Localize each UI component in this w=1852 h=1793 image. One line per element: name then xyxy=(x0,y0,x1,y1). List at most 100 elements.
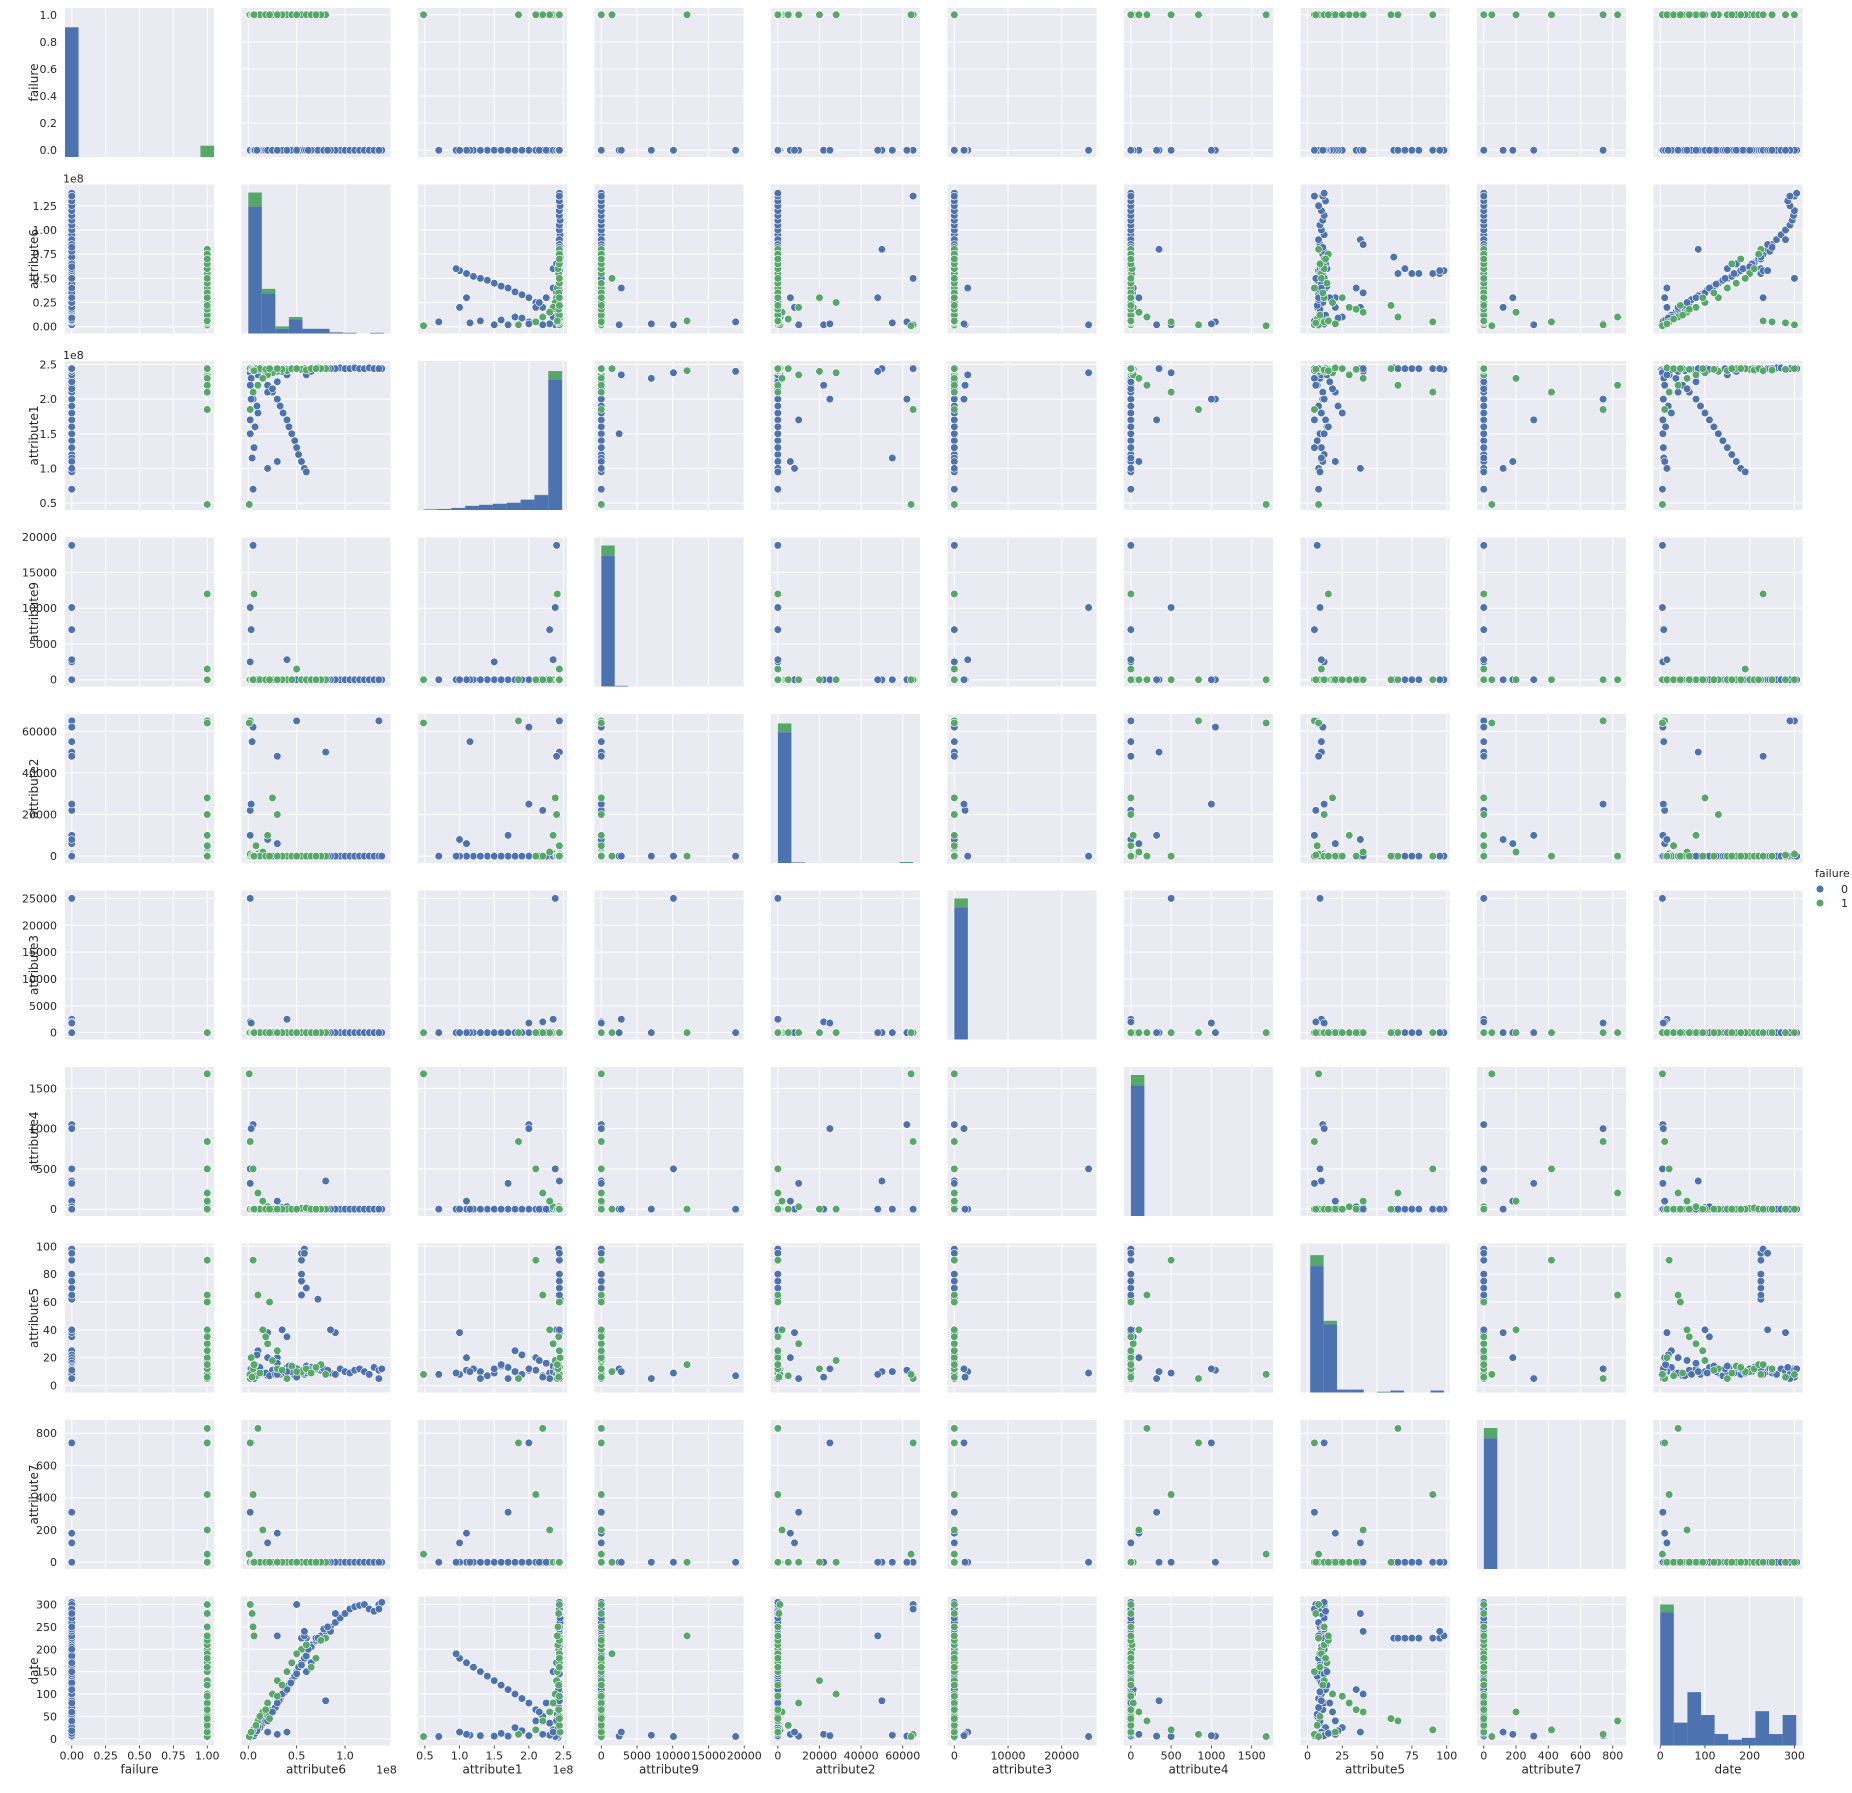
scatter-point-failure-0 xyxy=(1436,267,1444,275)
panel-attribute1-vs-attribute9 xyxy=(595,361,744,510)
scatter-point-failure-0 xyxy=(1320,189,1328,197)
scatter-point-failure-1 xyxy=(266,676,274,684)
scatter-point-failure-1 xyxy=(203,676,211,684)
scatter-point-failure-0 xyxy=(269,385,277,393)
scatter-point-failure-0 xyxy=(1710,423,1718,431)
scatter-point-failure-1 xyxy=(246,406,254,414)
scatter-point-failure-1 xyxy=(556,11,564,19)
scatter-point-failure-1 xyxy=(1663,320,1671,328)
scatter-point-failure-1 xyxy=(1325,11,1333,19)
scatter-point-failure-1 xyxy=(203,255,211,263)
scatter-point-failure-1 xyxy=(249,388,257,396)
scatter-point-failure-0 xyxy=(246,832,254,840)
scatter-point-failure-0 xyxy=(951,485,959,493)
scatter-point-failure-1 xyxy=(203,381,211,389)
scatter-point-failure-1 xyxy=(203,302,211,310)
scatter-point-failure-1 xyxy=(951,665,959,673)
scatter-point-failure-0 xyxy=(68,676,76,684)
scatter-point-failure-0 xyxy=(1208,146,1216,154)
hist-bar-failure-0 xyxy=(615,686,628,687)
scatter-point-failure-1 xyxy=(1759,367,1767,375)
scatter-point-failure-0 xyxy=(774,395,782,403)
scatter-point-failure-0 xyxy=(1764,267,1772,275)
scatter-point-failure-1 xyxy=(1728,260,1736,268)
scatter-point-failure-1 xyxy=(1661,406,1669,414)
scatter-point-failure-1 xyxy=(1127,275,1135,283)
panel-background xyxy=(948,361,1097,510)
hist-bar-failure-0 xyxy=(521,500,535,510)
scatter-point-failure-0 xyxy=(497,676,505,684)
scatter-point-failure-1 xyxy=(1319,289,1327,297)
scatter-point-failure-1 xyxy=(1782,319,1790,327)
scatter-point-failure-1 xyxy=(951,255,959,263)
scatter-point-failure-1 xyxy=(951,302,959,310)
scatter-point-failure-0 xyxy=(68,542,76,550)
scatter-point-failure-0 xyxy=(293,444,301,452)
scatter-point-failure-0 xyxy=(1768,146,1776,154)
scatter-point-failure-0 xyxy=(889,676,897,684)
scatter-point-failure-1 xyxy=(951,388,959,396)
scatter-point-failure-0 xyxy=(1311,626,1319,634)
scatter-point-failure-0 xyxy=(961,381,969,389)
scatter-point-failure-0 xyxy=(1660,395,1668,403)
panel-failure-vs-attribute4 xyxy=(1124,8,1273,157)
scatter-point-failure-0 xyxy=(774,430,782,438)
scatter-point-failure-0 xyxy=(1153,321,1161,329)
scatter-point-failure-0 xyxy=(283,416,291,424)
scatter-point-failure-0 xyxy=(1316,604,1324,612)
scatter-point-failure-1 xyxy=(683,317,691,325)
scatter-point-failure-0 xyxy=(273,752,281,760)
scatter-point-failure-0 xyxy=(1599,395,1607,403)
panel-failure-vs-attribute1 xyxy=(418,8,567,157)
scatter-point-failure-1 xyxy=(1325,367,1333,375)
scatter-point-failure-0 xyxy=(826,320,834,328)
scatter-point-failure-1 xyxy=(951,375,959,383)
scatter-point-failure-1 xyxy=(1683,375,1691,383)
scatter-point-failure-0 xyxy=(1312,381,1320,389)
scatter-point-failure-1 xyxy=(1755,250,1763,258)
scatter-point-failure-0 xyxy=(1311,416,1319,424)
scatter-point-failure-0 xyxy=(279,409,287,417)
scatter-point-failure-0 xyxy=(1480,192,1488,200)
scatter-point-failure-1 xyxy=(795,11,803,19)
scatter-point-failure-0 xyxy=(1127,485,1135,493)
scatter-point-failure-1 xyxy=(1692,371,1700,379)
scatter-point-failure-0 xyxy=(484,852,492,860)
scatter-point-failure-0 xyxy=(254,409,262,417)
scatter-point-failure-0 xyxy=(909,275,917,283)
scatter-point-failure-0 xyxy=(1782,236,1790,244)
scatter-point-failure-0 xyxy=(1732,458,1740,466)
scatter-point-failure-1 xyxy=(1685,306,1693,314)
scatter-point-failure-1 xyxy=(250,367,258,375)
scatter-point-failure-1 xyxy=(1699,11,1707,19)
scatter-point-failure-1 xyxy=(1685,11,1693,19)
scatter-point-failure-1 xyxy=(909,406,917,414)
scatter-point-failure-1 xyxy=(1548,318,1556,326)
scatter-point-failure-0 xyxy=(490,676,498,684)
scatter-point-failure-1 xyxy=(1692,304,1700,312)
scatter-point-failure-0 xyxy=(525,294,533,302)
panel-attribute2-vs-attribute6 xyxy=(242,714,391,863)
scatter-point-failure-0 xyxy=(1155,246,1163,254)
scatter-point-failure-0 xyxy=(276,402,284,410)
scatter-point-failure-0 xyxy=(1480,395,1488,403)
scatter-point-failure-1 xyxy=(1127,590,1135,598)
scatter-point-failure-0 xyxy=(1746,146,1754,154)
scatter-point-failure-0 xyxy=(960,146,968,154)
scatter-point-failure-0 xyxy=(68,423,76,431)
scatter-point-failure-0 xyxy=(1127,378,1135,386)
scatter-point-failure-0 xyxy=(903,146,911,154)
scatter-point-failure-1 xyxy=(1167,318,1175,326)
panel-attribute6-vs-attribute2 xyxy=(771,185,920,334)
panel-attribute2-vs-failure xyxy=(65,714,214,863)
scatter-point-failure-1 xyxy=(556,665,564,673)
scatter-point-failure-1 xyxy=(1791,11,1799,19)
scatter-point-failure-1 xyxy=(1768,676,1776,684)
panel-failure-vs-attribute5 xyxy=(1301,8,1450,157)
scatter-point-failure-0 xyxy=(1668,409,1676,417)
scatter-point-failure-1 xyxy=(597,375,605,383)
scatter-point-failure-0 xyxy=(497,146,505,154)
scatter-point-failure-0 xyxy=(525,676,533,684)
scatter-point-failure-0 xyxy=(1127,416,1135,424)
scatter-point-failure-1 xyxy=(1135,676,1143,684)
